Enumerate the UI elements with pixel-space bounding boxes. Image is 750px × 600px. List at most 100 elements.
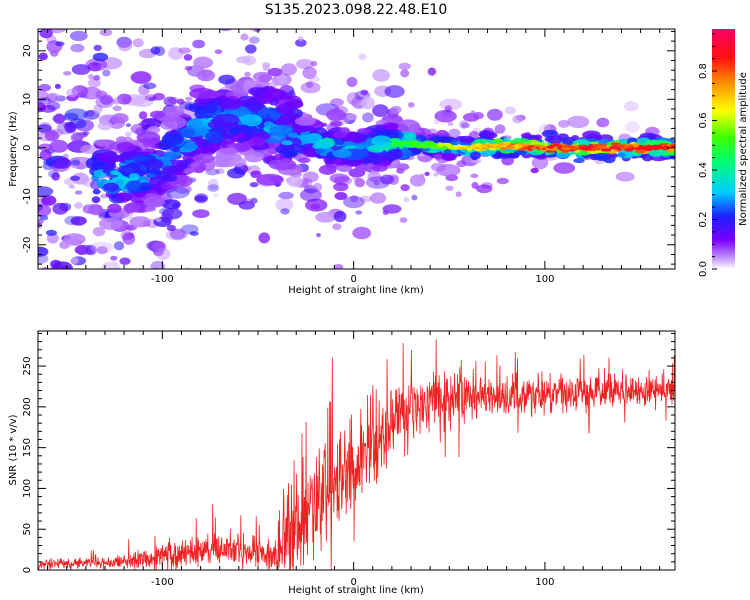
y-tick-label: 250 [22, 357, 33, 376]
spectrogram-ridge-core [399, 140, 405, 146]
spectrogram-blob [355, 136, 367, 143]
spectrogram-blob [448, 128, 461, 138]
spectrogram-blob [38, 102, 46, 113]
spectrogram-blob [152, 241, 166, 253]
spectrogram-blob [95, 90, 108, 99]
spectrogram-blob [544, 151, 550, 156]
colorbar-tick-label: 0.8 [698, 63, 709, 79]
colorbar-gradient [712, 29, 735, 269]
spectrogram-blob [379, 174, 394, 185]
spectrogram-blob [161, 199, 181, 210]
spectrogram-blob [268, 97, 279, 106]
spectrogram-blob [69, 284, 81, 295]
spectrogram-blob [39, 149, 52, 161]
spectrogram-blob [130, 123, 147, 135]
snr-frame [37, 330, 676, 571]
spectrogram-blob [273, 153, 285, 160]
spectrogram-blob [371, 135, 392, 147]
spectrogram-blob [470, 173, 479, 178]
spectrogram-blob [455, 135, 467, 142]
spectrogram-blob [268, 158, 297, 171]
spectrogram-blob [66, 88, 79, 98]
spectrogram-blob [326, 108, 346, 121]
spectrogram-blob [95, 271, 107, 278]
colorbar-tick-label: 0.6 [698, 113, 709, 129]
spectrogram-ridge-core [561, 146, 571, 151]
spectrogram-blob [333, 158, 344, 165]
spectrogram-blob [143, 196, 166, 208]
spectrogram-blob [222, 147, 239, 155]
spectrogram-blob [55, 41, 65, 47]
spectrogram-blob [204, 131, 223, 144]
spectrogram-blob [333, 176, 352, 186]
x-tick-label: 0 [350, 274, 356, 285]
spectrogram-blob [154, 295, 166, 303]
spectrogram-blob [129, 216, 151, 228]
spectrogram-blob [439, 98, 463, 111]
spectrogram-blob [148, 96, 157, 101]
spectrogram-blob [494, 124, 506, 134]
spectrogram-frame [37, 28, 676, 270]
y-tick-label: 0 [22, 567, 33, 573]
spectrogram-blob [357, 128, 372, 135]
spectrogram-blob [234, 140, 251, 152]
snr-series-line [38, 339, 675, 570]
spectrogram-blob [161, 132, 184, 146]
spectrogram-blob [128, 173, 140, 180]
spectrogram-blob [436, 164, 461, 177]
spectrogram-blob [52, 157, 72, 169]
spectrogram-blob [138, 121, 147, 127]
spectrogram-blob [276, 74, 288, 84]
spectrogram-blob [38, 52, 48, 61]
spectrogram-blob [382, 210, 389, 216]
spectrogram-blob [333, 131, 347, 139]
spectrogram-blob [202, 103, 218, 114]
spectrogram-blob [288, 132, 299, 138]
spectrogram-blob [189, 231, 199, 237]
spectrogram-blob [38, 83, 51, 92]
spectrogram-blob [333, 210, 347, 223]
spectrogram-blob [85, 58, 108, 72]
spectrogram-blob [367, 144, 386, 153]
spectrogram-blob [92, 52, 109, 62]
spectrogram-ridge-core [445, 143, 452, 148]
spectrogram-blob [88, 74, 94, 80]
spectrogram-blob [436, 136, 453, 143]
spectrogram-blob [256, 173, 284, 186]
spectrogram-blob [382, 122, 399, 130]
spectrogram-blob [427, 67, 437, 76]
spectrogram-blob [218, 74, 236, 85]
spectrogram-blob [138, 182, 153, 191]
spectrogram-blob [80, 144, 99, 154]
spectrogram-blob [41, 195, 57, 206]
spectrogram-blob [399, 217, 408, 223]
spectrogram-blob [150, 260, 166, 269]
spectrogram-blob [625, 121, 640, 133]
spectrogram-blob [308, 75, 320, 83]
spectrogram-blob [358, 53, 367, 60]
spectrogram-blob [617, 152, 626, 158]
spectrogram-blob [116, 192, 132, 202]
spectrogram-blob [83, 325, 89, 330]
spectrogram-blob [152, 92, 165, 101]
spectrogram-blob [97, 121, 113, 131]
spectrogram-blob [91, 196, 101, 204]
spectrogram-blob [116, 141, 136, 153]
spectrogram-blob [155, 217, 162, 223]
spectrogram-ridge-core [546, 145, 554, 149]
spectrogram-blob [53, 283, 69, 291]
spectrogram-blob [116, 270, 130, 277]
spectrogram-blob [92, 188, 101, 195]
spectrogram-blob [248, 136, 266, 147]
spectrogram-blob [49, 139, 69, 153]
spectrogram-blob [343, 195, 365, 209]
spectrogram-blob [558, 119, 570, 128]
spectrogram-blob [472, 112, 484, 120]
spectrogram-blob [42, 162, 54, 171]
spectrogram-blob [433, 172, 439, 177]
spectrogram-ridge-core [609, 145, 621, 150]
spectrogram-ridge-core [669, 144, 675, 148]
spectrogram-blob [171, 146, 180, 152]
spectrogram-blob [125, 123, 131, 128]
spectrogram-blob [176, 98, 185, 105]
